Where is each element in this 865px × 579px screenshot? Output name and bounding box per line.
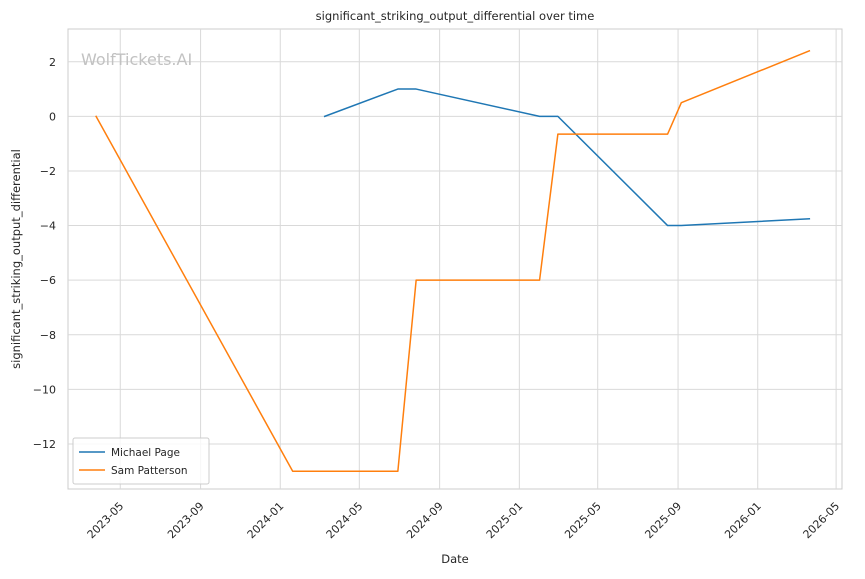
grid-lines	[68, 29, 842, 489]
x-tick-label: 2026-05	[801, 500, 843, 542]
y-tick-label: −2	[40, 165, 56, 178]
y-tick-label: −6	[40, 274, 56, 287]
watermark-text: WolfTickets.AI	[81, 50, 192, 69]
y-axis-label: significant_striking_output_differential	[9, 149, 23, 369]
series-lines	[95, 49, 811, 473]
legend-label-sam-patterson: Sam Patterson	[111, 465, 188, 477]
x-tick-label: 2024-05	[324, 500, 366, 542]
x-tick-label: 2024-09	[404, 500, 446, 542]
x-tick-label: 2026-01	[722, 500, 764, 542]
plot-area	[67, 28, 843, 490]
x-tick-label: 2025-05	[562, 500, 604, 542]
x-tick-label: 2025-09	[642, 500, 684, 542]
chart-title: significant_striking_output_differential…	[316, 9, 595, 23]
x-tick-label: 2025-01	[484, 500, 526, 542]
y-tick-label: −10	[33, 383, 56, 396]
y-tick-label: 0	[49, 110, 56, 123]
x-tick-label: 2023-09	[165, 500, 207, 542]
x-axis-label: Date	[441, 552, 469, 566]
legend: Michael Page Sam Patterson	[72, 437, 210, 485]
legend-label-michael-page: Michael Page	[111, 447, 180, 459]
x-tick-label: 2023-05	[85, 500, 127, 542]
series-line-michael-page	[323, 88, 811, 227]
y-tick-label: −12	[33, 438, 56, 451]
legend-box	[72, 437, 210, 485]
y-tick-label: −8	[40, 329, 56, 342]
y-tick-label: 2	[49, 56, 56, 69]
series-line-sam-patterson	[95, 49, 811, 473]
y-tick-label: −4	[40, 220, 56, 233]
x-tick-label: 2024-01	[245, 500, 287, 542]
